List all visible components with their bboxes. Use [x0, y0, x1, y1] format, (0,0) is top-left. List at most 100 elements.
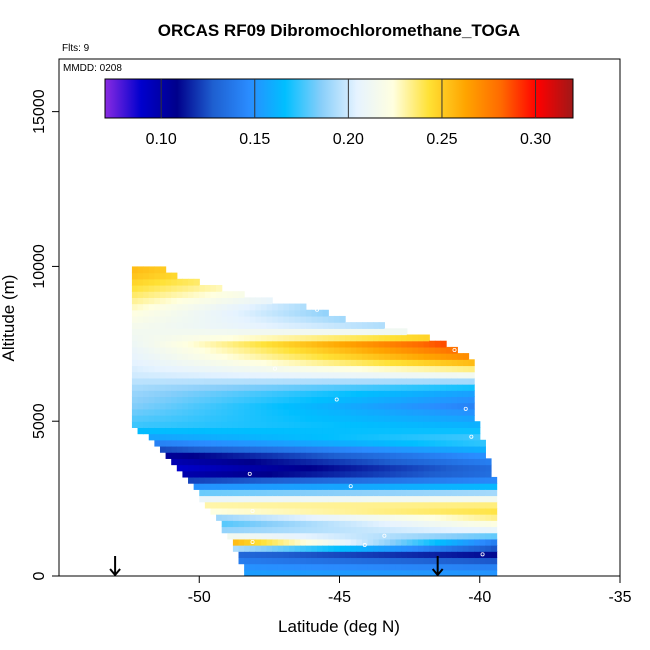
heatmap-cell — [333, 384, 341, 391]
heatmap-cell — [182, 365, 189, 373]
heatmap-cell — [423, 557, 430, 565]
heatmap-cell — [462, 365, 470, 373]
heatmap-cell — [378, 439, 385, 447]
heatmap-cell — [406, 346, 414, 354]
heatmap-cell — [406, 340, 414, 348]
heatmap-cell — [401, 470, 408, 478]
heatmap-cell — [255, 371, 262, 379]
heatmap-cell — [440, 359, 447, 367]
date-label: MMDD: 0208 — [63, 63, 122, 74]
heatmap-cell — [131, 266, 139, 274]
heatmap-cell — [350, 433, 357, 441]
heatmap-cell — [171, 272, 178, 280]
heatmap-cell — [401, 538, 408, 546]
heatmap-cell — [272, 433, 279, 441]
heatmap-cell — [345, 346, 352, 354]
heatmap-cell — [255, 495, 262, 503]
heatmap-cell — [137, 346, 144, 354]
heatmap-cell — [182, 359, 189, 367]
heatmap-cell — [423, 538, 430, 546]
heatmap-cell — [294, 538, 301, 546]
heatmap-cell — [490, 507, 498, 515]
heatmap-cell — [277, 353, 284, 360]
heatmap-cell — [289, 507, 296, 515]
heatmap-cells — [131, 266, 498, 576]
heatmap-cell — [401, 415, 408, 422]
heatmap-cell — [345, 427, 352, 435]
heatmap-cell — [429, 421, 436, 428]
heatmap-cell — [294, 545, 301, 552]
heatmap-cell — [305, 334, 313, 342]
heatmap-cell — [317, 439, 324, 447]
heatmap-cell — [474, 532, 481, 540]
heatmap-cell — [188, 346, 195, 354]
heatmap-cell — [260, 569, 268, 576]
heatmap-cell — [457, 427, 464, 435]
heatmap-cell — [440, 396, 447, 404]
heatmap-cell — [440, 507, 447, 515]
heatmap-cell — [451, 532, 458, 540]
heatmap-cell — [193, 464, 200, 472]
heatmap-cell — [474, 563, 481, 571]
heatmap-cell — [485, 526, 492, 534]
heatmap-cell — [182, 402, 189, 410]
heatmap-cell — [255, 359, 262, 367]
heatmap-cell — [350, 439, 357, 447]
heatmap-cell — [462, 396, 470, 404]
y-tick-label: 10000 — [31, 244, 48, 289]
heatmap-cell — [210, 315, 217, 323]
heatmap-cell — [294, 340, 301, 348]
heatmap-cell — [227, 334, 234, 342]
heatmap-cell — [277, 315, 284, 323]
heatmap-cell — [283, 458, 290, 466]
heatmap-cell — [339, 346, 346, 354]
heatmap-cell — [395, 557, 402, 565]
heatmap-cell — [199, 340, 206, 348]
heatmap-cell — [188, 445, 195, 453]
heatmap-cell — [289, 322, 296, 329]
heatmap-cell — [333, 538, 341, 546]
heatmap-cell — [490, 526, 498, 534]
heatmap-cell — [210, 353, 217, 360]
heatmap-cell — [367, 445, 374, 453]
heatmap-cell — [159, 365, 167, 373]
heatmap-cell — [221, 433, 228, 441]
heatmap-cell — [305, 514, 313, 521]
heatmap-cell — [216, 384, 223, 391]
heatmap-cell — [305, 402, 313, 410]
heatmap-cell — [305, 427, 313, 435]
heatmap-cell — [294, 315, 301, 323]
heatmap-cell — [328, 415, 335, 422]
heatmap-cell — [283, 514, 290, 521]
heatmap-cell — [232, 297, 240, 305]
heatmap-cell — [356, 545, 363, 552]
heatmap-cell — [266, 551, 273, 559]
heatmap-cell — [238, 402, 245, 410]
heatmap-cell — [378, 427, 385, 435]
heatmap-cell — [199, 408, 206, 416]
heatmap-cell — [423, 334, 430, 342]
heatmap-cell — [311, 315, 318, 323]
heatmap-cell — [356, 402, 363, 410]
heatmap-cell — [305, 359, 313, 367]
heatmap-cell — [418, 483, 425, 490]
heatmap-cell — [474, 507, 481, 515]
heatmap-cell — [266, 340, 273, 348]
heatmap-cell — [356, 365, 363, 373]
heatmap-cell — [272, 346, 279, 354]
heatmap-cell — [289, 365, 296, 373]
heatmap-cell — [260, 433, 268, 441]
heatmap-cell — [266, 464, 273, 472]
heatmap-cell — [266, 346, 273, 354]
heatmap-cell — [356, 476, 363, 484]
heatmap-cell — [238, 334, 245, 342]
heatmap-cell — [244, 526, 251, 534]
heatmap-cell — [249, 359, 256, 367]
heatmap-cell — [159, 353, 167, 360]
heatmap-cell — [418, 452, 425, 459]
heatmap-cell — [188, 427, 195, 435]
heatmap-cell — [300, 489, 307, 497]
heatmap-cell — [462, 532, 470, 540]
heatmap-cell — [446, 476, 453, 484]
heatmap-cell — [356, 427, 363, 435]
